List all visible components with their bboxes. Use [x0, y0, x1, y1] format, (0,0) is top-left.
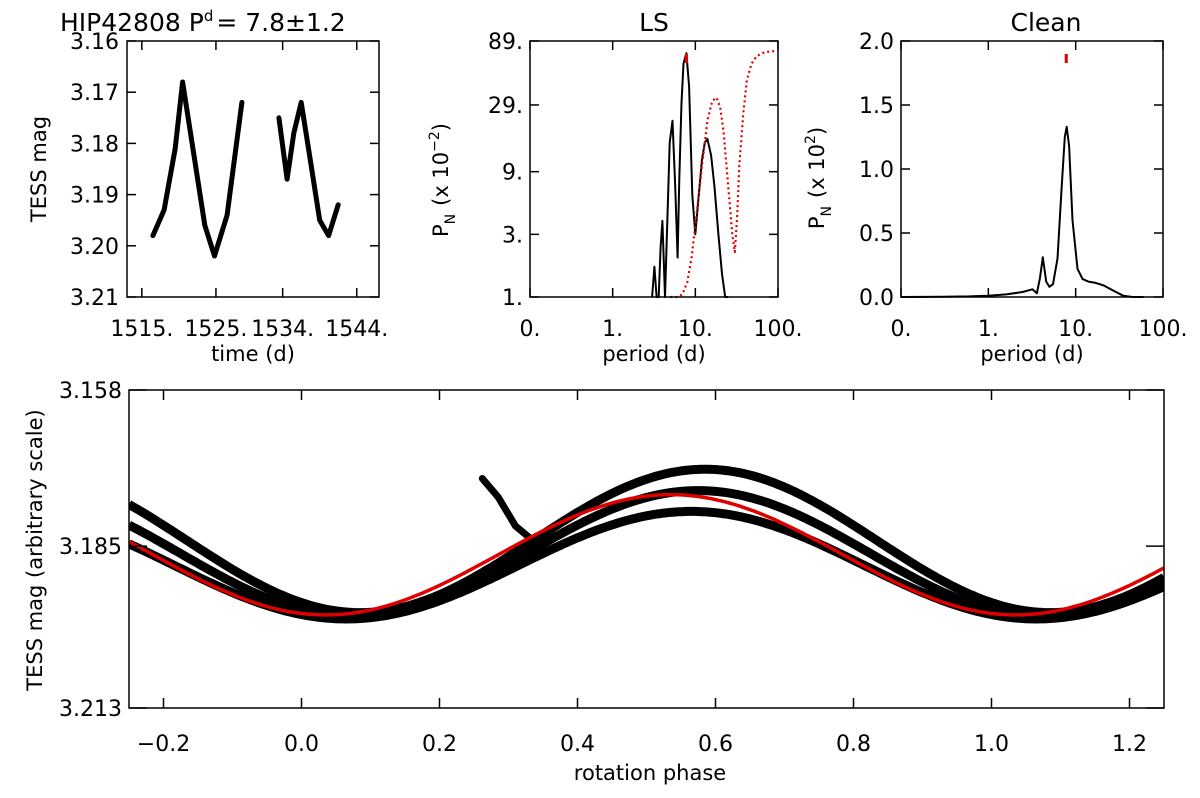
lightcurve-y-ticks: 3.16 3.17 3.18 3.19 3.20 3.21: [70, 30, 379, 311]
clean-data: [900, 54, 1144, 298]
phased-panel: 3.158 3.185 3.213 −0.2 0.0 0.2 0.4 0.6 0.8 1.0 1.…: [23, 379, 1165, 785]
phased-band: [129, 464, 1164, 618]
lightcurve-x-ticks: 1515. 1525. 1534. 1544.: [110, 41, 388, 342]
phased-x-ticks: −0.2 0.0 0.2 0.4 0.6 0.8 1.0 1.2: [137, 390, 1147, 757]
x-tick-label: 1.: [602, 317, 623, 342]
x-tick-label: 0.: [520, 317, 541, 342]
y-tick-label: 89.: [488, 30, 523, 55]
phased-fit-line: [129, 492, 1164, 617]
phased-data: [129, 464, 1164, 624]
x-tick-label: 0.6: [698, 732, 733, 757]
x-tick-label: 1.2: [1112, 732, 1147, 757]
clean-line: [900, 125, 1144, 298]
x-tick-label: 1525.: [184, 317, 247, 342]
phased-y-label: TESS mag (arbitrary scale): [23, 409, 47, 691]
y-tick-label: 3.17: [70, 81, 119, 106]
clean-panel: Clean 0.0 0.5 1.0 1.5 2.0 0. 1. 10. 100. period…: [803, 8, 1187, 366]
y-tick-label: 3.: [502, 223, 523, 248]
phased-x-label: rotation phase: [574, 761, 726, 785]
clean-y-ticks: 0.0 0.5 1.0 1.5 2.0: [859, 30, 1163, 311]
ls-panel: LS 1. 3. 9. 29. 89. 0. 1. 10. 100. period (d) P…: [427, 8, 802, 366]
phased-spur: [478, 475, 540, 547]
clean-x-label: period (d): [980, 342, 1083, 366]
y-tick-label: 1.0: [859, 158, 894, 183]
lightcurve-data: [150, 79, 341, 259]
ls-axes-frame: [529, 40, 779, 298]
lightcurve-title: HIP42808 Pd = 7.8±1.2: [60, 7, 346, 37]
y-tick-label: 3.158: [59, 379, 122, 404]
y-tick-label: 1.5: [859, 94, 894, 119]
ls-data: [651, 49, 777, 299]
ls-y-label: PN(x 10−2): [427, 123, 459, 237]
clean-axes-frame: [900, 40, 1164, 298]
clean-title: Clean: [1011, 8, 1082, 37]
y-tick-label: 3.16: [70, 30, 119, 55]
clean-y-label: PN(x 102): [803, 127, 835, 229]
y-tick-label: 3.18: [70, 132, 119, 157]
y-tick-label: 3.20: [70, 235, 119, 260]
x-tick-label: 10.: [678, 317, 713, 342]
y-tick-label: 0.5: [859, 222, 894, 247]
y-tick-label: 3.19: [70, 184, 119, 209]
y-tick-label: 9.: [502, 161, 523, 186]
ls-title: LS: [639, 8, 669, 37]
y-tick-label: 3.213: [59, 697, 122, 722]
x-tick-label: 100.: [754, 317, 803, 342]
x-tick-label: 0.: [891, 317, 912, 342]
lightcurve-segment: [150, 79, 245, 259]
x-tick-label: 0.8: [836, 732, 871, 757]
ls-x-ticks: 0. 1. 10. 100.: [520, 41, 803, 342]
phased-axes-frame: [128, 389, 1165, 709]
x-tick-label: 10.: [1058, 317, 1093, 342]
power-line: [651, 52, 729, 298]
lightcurve-axes-frame: [126, 40, 380, 298]
y-tick-label: 0.0: [859, 286, 894, 311]
lightcurve-y-label: TESS mag: [27, 116, 51, 223]
x-tick-label: 0.2: [422, 732, 457, 757]
lightcurve-x-label: time (d): [211, 342, 295, 366]
lightcurve-segment: [276, 99, 341, 239]
y-tick-label: 3.21: [70, 286, 119, 311]
y-tick-label: 3.185: [59, 535, 122, 560]
x-tick-label: 0.0: [284, 732, 319, 757]
ls-y-ticks: 1. 3. 9. 29. 89.: [488, 30, 778, 311]
x-tick-label: −0.2: [137, 732, 190, 757]
y-tick-label: 1.: [502, 286, 523, 311]
lightcurve-panel: HIP42808 Pd = 7.8±1.2 3.16 3.17 3.18 3.19 3.2…: [27, 7, 388, 366]
x-tick-label: 1.: [978, 317, 999, 342]
ls-x-label: period (d): [602, 342, 705, 366]
clean-x-ticks: 0. 1. 10. 100.: [891, 41, 1188, 342]
x-tick-label: 0.4: [560, 732, 595, 757]
phased-y-ticks: 3.158 3.185 3.213: [59, 379, 1164, 722]
window-line: [670, 49, 777, 299]
x-tick-label: 1.0: [974, 732, 1009, 757]
x-tick-label: 100.: [1139, 317, 1188, 342]
y-tick-label: 2.0: [859, 30, 894, 55]
y-tick-label: 29.: [488, 94, 523, 119]
x-tick-label: 1515.: [110, 317, 173, 342]
x-tick-label: 1544.: [325, 317, 388, 342]
x-tick-label: 1534.: [251, 317, 314, 342]
